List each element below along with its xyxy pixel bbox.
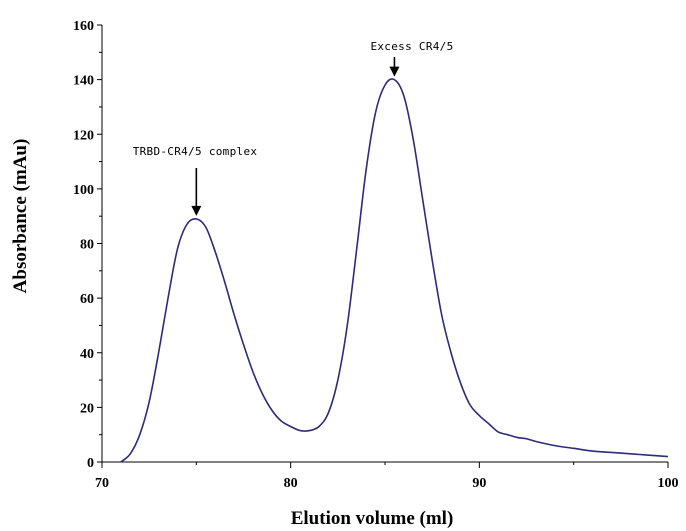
- y-tick-label: 140: [73, 74, 94, 89]
- x-tick-label: 80: [284, 476, 298, 491]
- x-tick-label: 70: [95, 476, 109, 491]
- x-axis-title: Elution volume (ml): [291, 508, 454, 529]
- y-tick-label: 40: [80, 347, 94, 362]
- series-absorbance-line: [120, 78, 669, 463]
- x-tick-label: 90: [472, 476, 486, 491]
- annotation-excess-arrow-head: [389, 66, 400, 77]
- y-axis-title: Absorbance (mAu): [10, 139, 31, 294]
- x-tick-label: 100: [658, 476, 679, 491]
- y-tick-label: 60: [80, 292, 94, 307]
- y-tick-label: 100: [73, 183, 94, 198]
- annotation-excess-label: Excess CR4/5: [370, 40, 453, 53]
- annotation-complex-arrow-head: [191, 205, 202, 216]
- y-tick-label: 0: [87, 456, 94, 471]
- y-tick-label: 120: [73, 128, 94, 143]
- y-tick-label: 80: [80, 238, 94, 253]
- y-tick-label: 20: [80, 401, 94, 416]
- y-axis-ticks: 0 20 40 60 80 100 120 140 160: [73, 19, 102, 471]
- x-axis-ticks: 70 80 90 100: [95, 462, 679, 491]
- annotation-complex-label: TRBD-CR4/5 complex: [133, 145, 258, 158]
- y-tick-label: 160: [73, 19, 94, 34]
- annotations: TRBD-CR4/5 complex Excess CR4/5: [133, 40, 453, 216]
